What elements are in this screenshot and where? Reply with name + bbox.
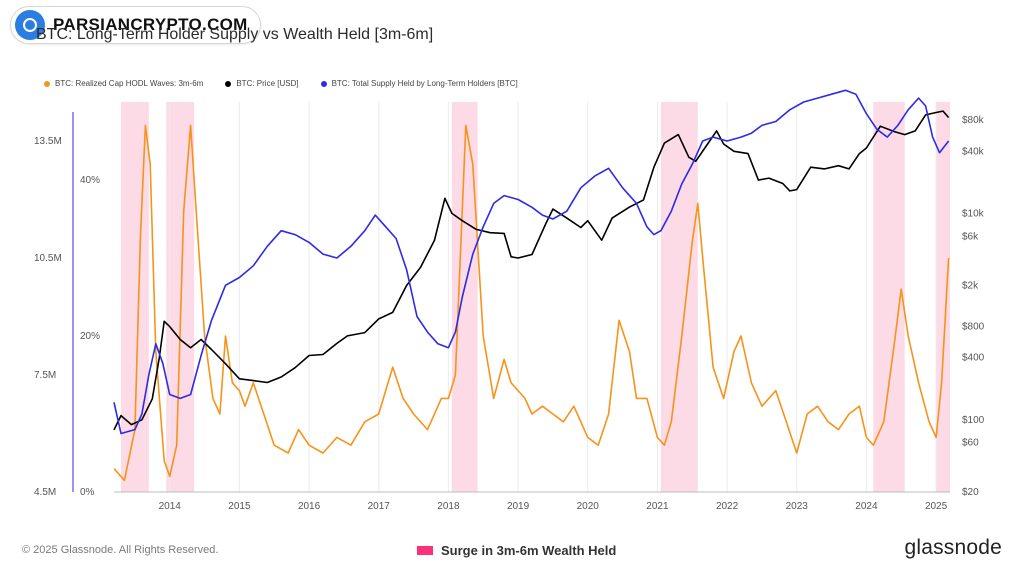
chart-title: BTC: Long-Term Holder Supply vs Wealth H… [36, 26, 434, 43]
x-tick-label: 2025 [925, 501, 948, 512]
y-tick-price: $20 [962, 487, 979, 498]
x-tick-label: 2019 [507, 501, 530, 512]
x-tick-label: 2023 [786, 501, 809, 512]
x-tick-label: 2024 [855, 501, 878, 512]
surge-band [166, 102, 195, 492]
x-tick-label: 2021 [646, 501, 669, 512]
y-tick-price: $800 [962, 322, 985, 333]
y-tick-price: $40k [962, 146, 985, 157]
legend-dot-icon [320, 80, 327, 87]
brand-text: PARSIANCRYPTO.COM [53, 15, 248, 34]
x-tick-label: 2018 [437, 501, 460, 512]
x-tick-label: 2020 [577, 501, 600, 512]
y-tick-price: $100 [962, 415, 985, 426]
legend-dot-icon [225, 80, 232, 87]
y-tick-pct: 0% [80, 487, 95, 498]
y-tick-pct: 40% [80, 175, 100, 186]
x-tick-label: 2022 [716, 501, 739, 512]
y-tick-supply: 4.5M [34, 487, 56, 498]
x-tick-label: 2017 [368, 501, 391, 512]
series-lines [113, 89, 950, 482]
x-tick-label: 2015 [228, 501, 251, 512]
y-tick-pct: 20% [80, 331, 100, 342]
series-line [113, 124, 950, 482]
legend-item-hodl[interactable]: BTC: Realized Cap HODL Waves: 3m-6m [44, 79, 203, 88]
y-tick-supply: 7.5M [34, 370, 56, 381]
surge-band [660, 102, 698, 492]
surge-legend: Surge in 3m-6m Wealth Held [417, 543, 616, 558]
series-line [113, 110, 950, 431]
legend-label-supply: BTC: Total Supply Held by Long-Term Hold… [331, 79, 518, 88]
y-tick-supply: 10.5M [34, 253, 62, 264]
parsiancrypto-logo-icon [15, 10, 45, 40]
copyright-text: © 2025 Glassnode. All Rights Reserved. [22, 544, 219, 556]
legend-item-supply[interactable]: BTC: Total Supply Held by Long-Term Hold… [320, 79, 518, 88]
legend-item-price[interactable]: BTC: Price [USD] [225, 79, 299, 88]
surge-band [936, 102, 950, 492]
y-tick-price: $60 [962, 438, 979, 449]
y-tick-price: $6k [962, 231, 979, 242]
legend-label-hodl: BTC: Realized Cap HODL Waves: 3m-6m [55, 79, 204, 88]
x-tick-label: 2014 [159, 501, 182, 512]
surge-swatch-icon [417, 546, 433, 555]
y-tick-supply: 13.5M [34, 136, 62, 147]
y-tick-price: $10k [962, 208, 985, 219]
series-line [113, 89, 950, 435]
legend-dot-icon [44, 80, 50, 87]
glassnode-logo: glassnode [904, 536, 1002, 559]
grid-lines [169, 102, 937, 492]
surge-bands [120, 102, 950, 492]
y-tick-price: $400 [962, 353, 985, 364]
tick-labels: 4.5M 7.5M 10.5M 13.5M 0% 20% 40% $20 $60 $100 $400… [34, 115, 985, 512]
legend-label-price: BTC: Price [USD] [236, 79, 299, 88]
x-tick-label: 2016 [298, 501, 321, 512]
axes [72, 112, 950, 493]
y-tick-price: $2k [962, 281, 979, 292]
surge-legend-label: Surge in 3m-6m Wealth Held [441, 543, 617, 558]
chart-legend: BTC: Realized Cap HODL Waves: 3m-6m BTC:… [44, 79, 518, 88]
brand-badge[interactable]: PARSIANCRYPTO.COM [10, 6, 261, 44]
y-tick-price: $80k [962, 115, 985, 126]
